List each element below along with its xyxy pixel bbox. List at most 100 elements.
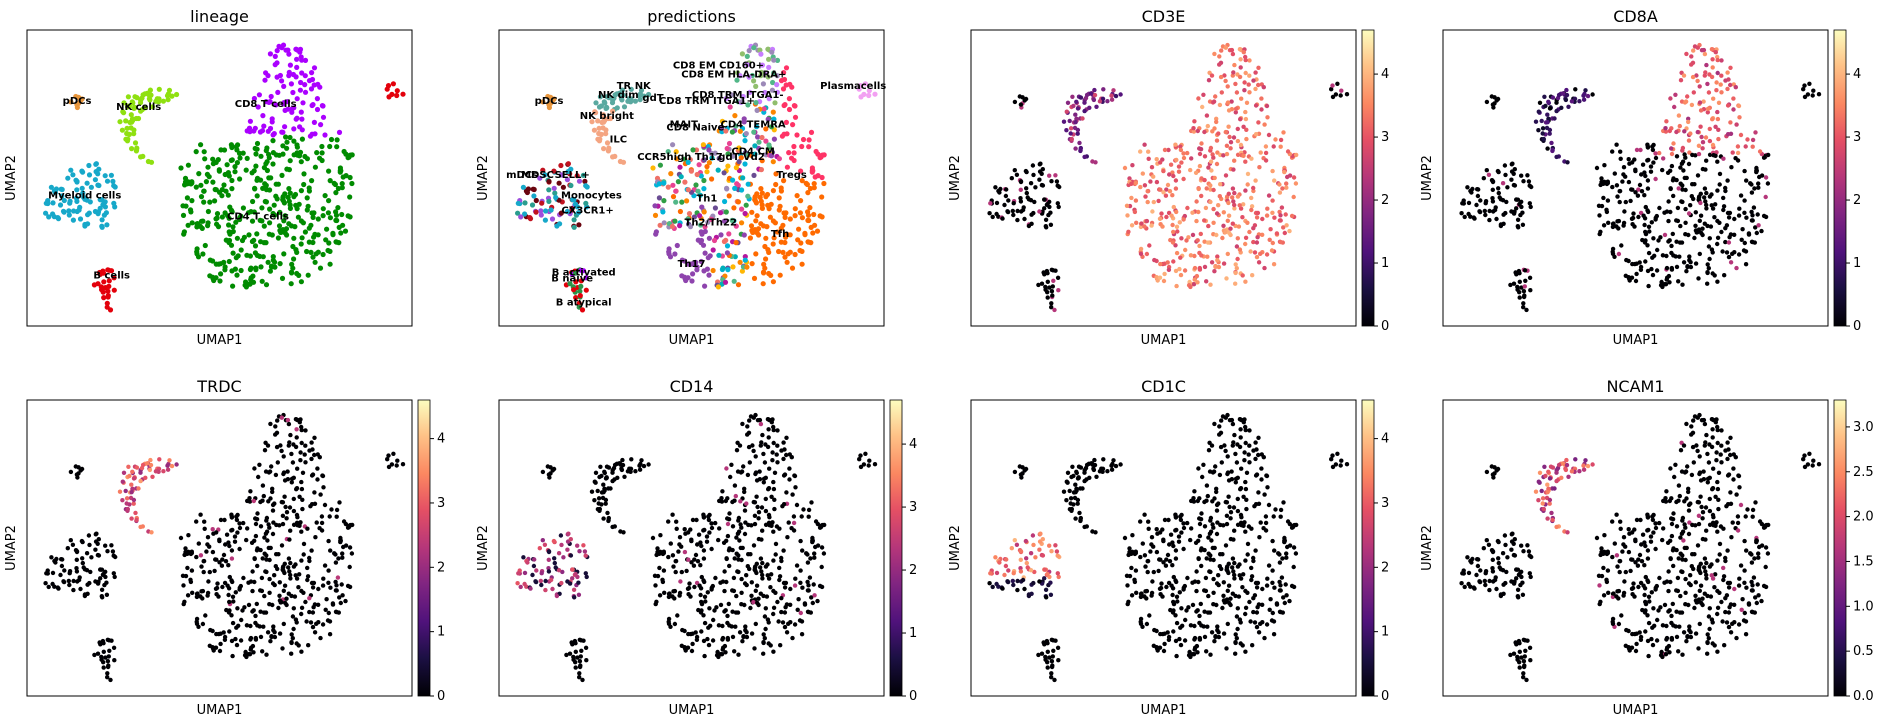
- cell-point: [690, 641, 695, 647]
- cell-point: [1146, 156, 1151, 161]
- cell-point: [320, 473, 326, 479]
- cell-point: [1527, 275, 1533, 280]
- cell-point: [697, 583, 702, 588]
- cell-point: [1188, 654, 1193, 660]
- cell-point: [777, 577, 782, 583]
- cell-point: [682, 156, 688, 162]
- cell-point: [769, 49, 775, 55]
- cell-point: [1159, 211, 1164, 216]
- cell-point: [1689, 194, 1695, 199]
- cell-point: [260, 483, 266, 488]
- cell-point: [1197, 163, 1203, 169]
- cell-point: [99, 657, 104, 662]
- cell-point: [1698, 200, 1703, 206]
- cell-point: [274, 74, 280, 80]
- cell-point: [726, 231, 732, 237]
- cell-point: [1226, 213, 1232, 218]
- cell-point: [306, 225, 312, 231]
- cell-point: [327, 632, 333, 637]
- cell-point: [1645, 243, 1650, 248]
- cell-point: [218, 271, 224, 277]
- cell-point: [1171, 599, 1176, 605]
- cell-point: [334, 514, 339, 519]
- cell-point: [726, 140, 733, 147]
- cell-point: [576, 178, 583, 184]
- cell-point: [742, 138, 748, 144]
- cell-point: [1256, 630, 1262, 635]
- cell-point: [199, 564, 204, 569]
- cell-point: [309, 440, 314, 445]
- cell-point: [1173, 512, 1178, 517]
- cell-point: [735, 182, 741, 188]
- cell-point: [87, 542, 92, 548]
- cell-point: [564, 177, 571, 183]
- cell-point: [245, 210, 252, 216]
- cluster-label: CD8 EM HLA-DRA+: [681, 69, 786, 80]
- cell-point: [68, 167, 74, 173]
- cluster-label: B cells: [93, 271, 130, 282]
- cell-point: [779, 609, 784, 615]
- cell-point: [277, 580, 282, 585]
- cell-point: [105, 549, 110, 554]
- cell-point: [763, 626, 768, 632]
- cell-point: [1522, 284, 1528, 289]
- cell-point: [1237, 203, 1242, 208]
- cell-point: [759, 134, 765, 141]
- cell-point: [778, 185, 784, 191]
- colorbar-gradient: [417, 399, 431, 697]
- cell-point: [718, 125, 725, 131]
- cell-point: [202, 526, 207, 531]
- x-axis-label: UMAP1: [197, 703, 243, 718]
- cell-point: [1244, 100, 1250, 106]
- cell-point: [578, 654, 583, 659]
- cell-point: [747, 418, 752, 423]
- cell-point: [180, 203, 186, 209]
- cell-point: [109, 543, 114, 548]
- cell-point: [1729, 165, 1734, 170]
- cell-point: [1728, 260, 1734, 265]
- cell-point: [1602, 163, 1607, 168]
- cell-point: [299, 116, 305, 122]
- cell-point: [533, 197, 539, 204]
- cell-point: [1645, 186, 1651, 191]
- cell-point: [227, 543, 232, 549]
- cell-point: [269, 232, 275, 238]
- cell-point: [542, 217, 549, 223]
- cell-point: [104, 222, 110, 228]
- cell-point: [576, 592, 582, 597]
- cell-point: [1714, 80, 1719, 85]
- cell-point: [760, 81, 767, 87]
- cell-point: [1650, 147, 1656, 153]
- cell-point: [727, 563, 732, 569]
- cell-point: [822, 522, 827, 528]
- cell-point: [195, 591, 200, 596]
- cell-point: [1232, 206, 1237, 211]
- cell-point: [666, 246, 672, 252]
- cell-point: [1643, 259, 1648, 264]
- cell-point: [203, 613, 208, 618]
- cell-point: [765, 116, 771, 122]
- x-axis-label: UMAP1: [197, 333, 243, 348]
- cell-point: [304, 619, 309, 624]
- cell-point: [761, 270, 767, 276]
- cell-point: [792, 583, 798, 588]
- cell-point: [1228, 516, 1233, 521]
- cell-point: [697, 192, 703, 198]
- cell-point: [798, 168, 804, 174]
- cell-point: [812, 555, 817, 560]
- cell-point: [542, 542, 548, 547]
- cell-point: [532, 557, 537, 562]
- cell-point: [1616, 251, 1622, 257]
- cell-point: [1677, 240, 1683, 245]
- cell-point: [253, 516, 258, 521]
- cell-point: [338, 600, 343, 606]
- cell-point: [751, 129, 757, 135]
- cell-point: [222, 637, 228, 642]
- cell-point: [286, 51, 292, 57]
- cell-point: [1248, 249, 1253, 254]
- cell-point: [198, 182, 204, 188]
- cell-point: [305, 565, 310, 571]
- cell-point: [1047, 173, 1052, 178]
- cell-point: [1505, 185, 1510, 190]
- cell-point: [306, 185, 312, 191]
